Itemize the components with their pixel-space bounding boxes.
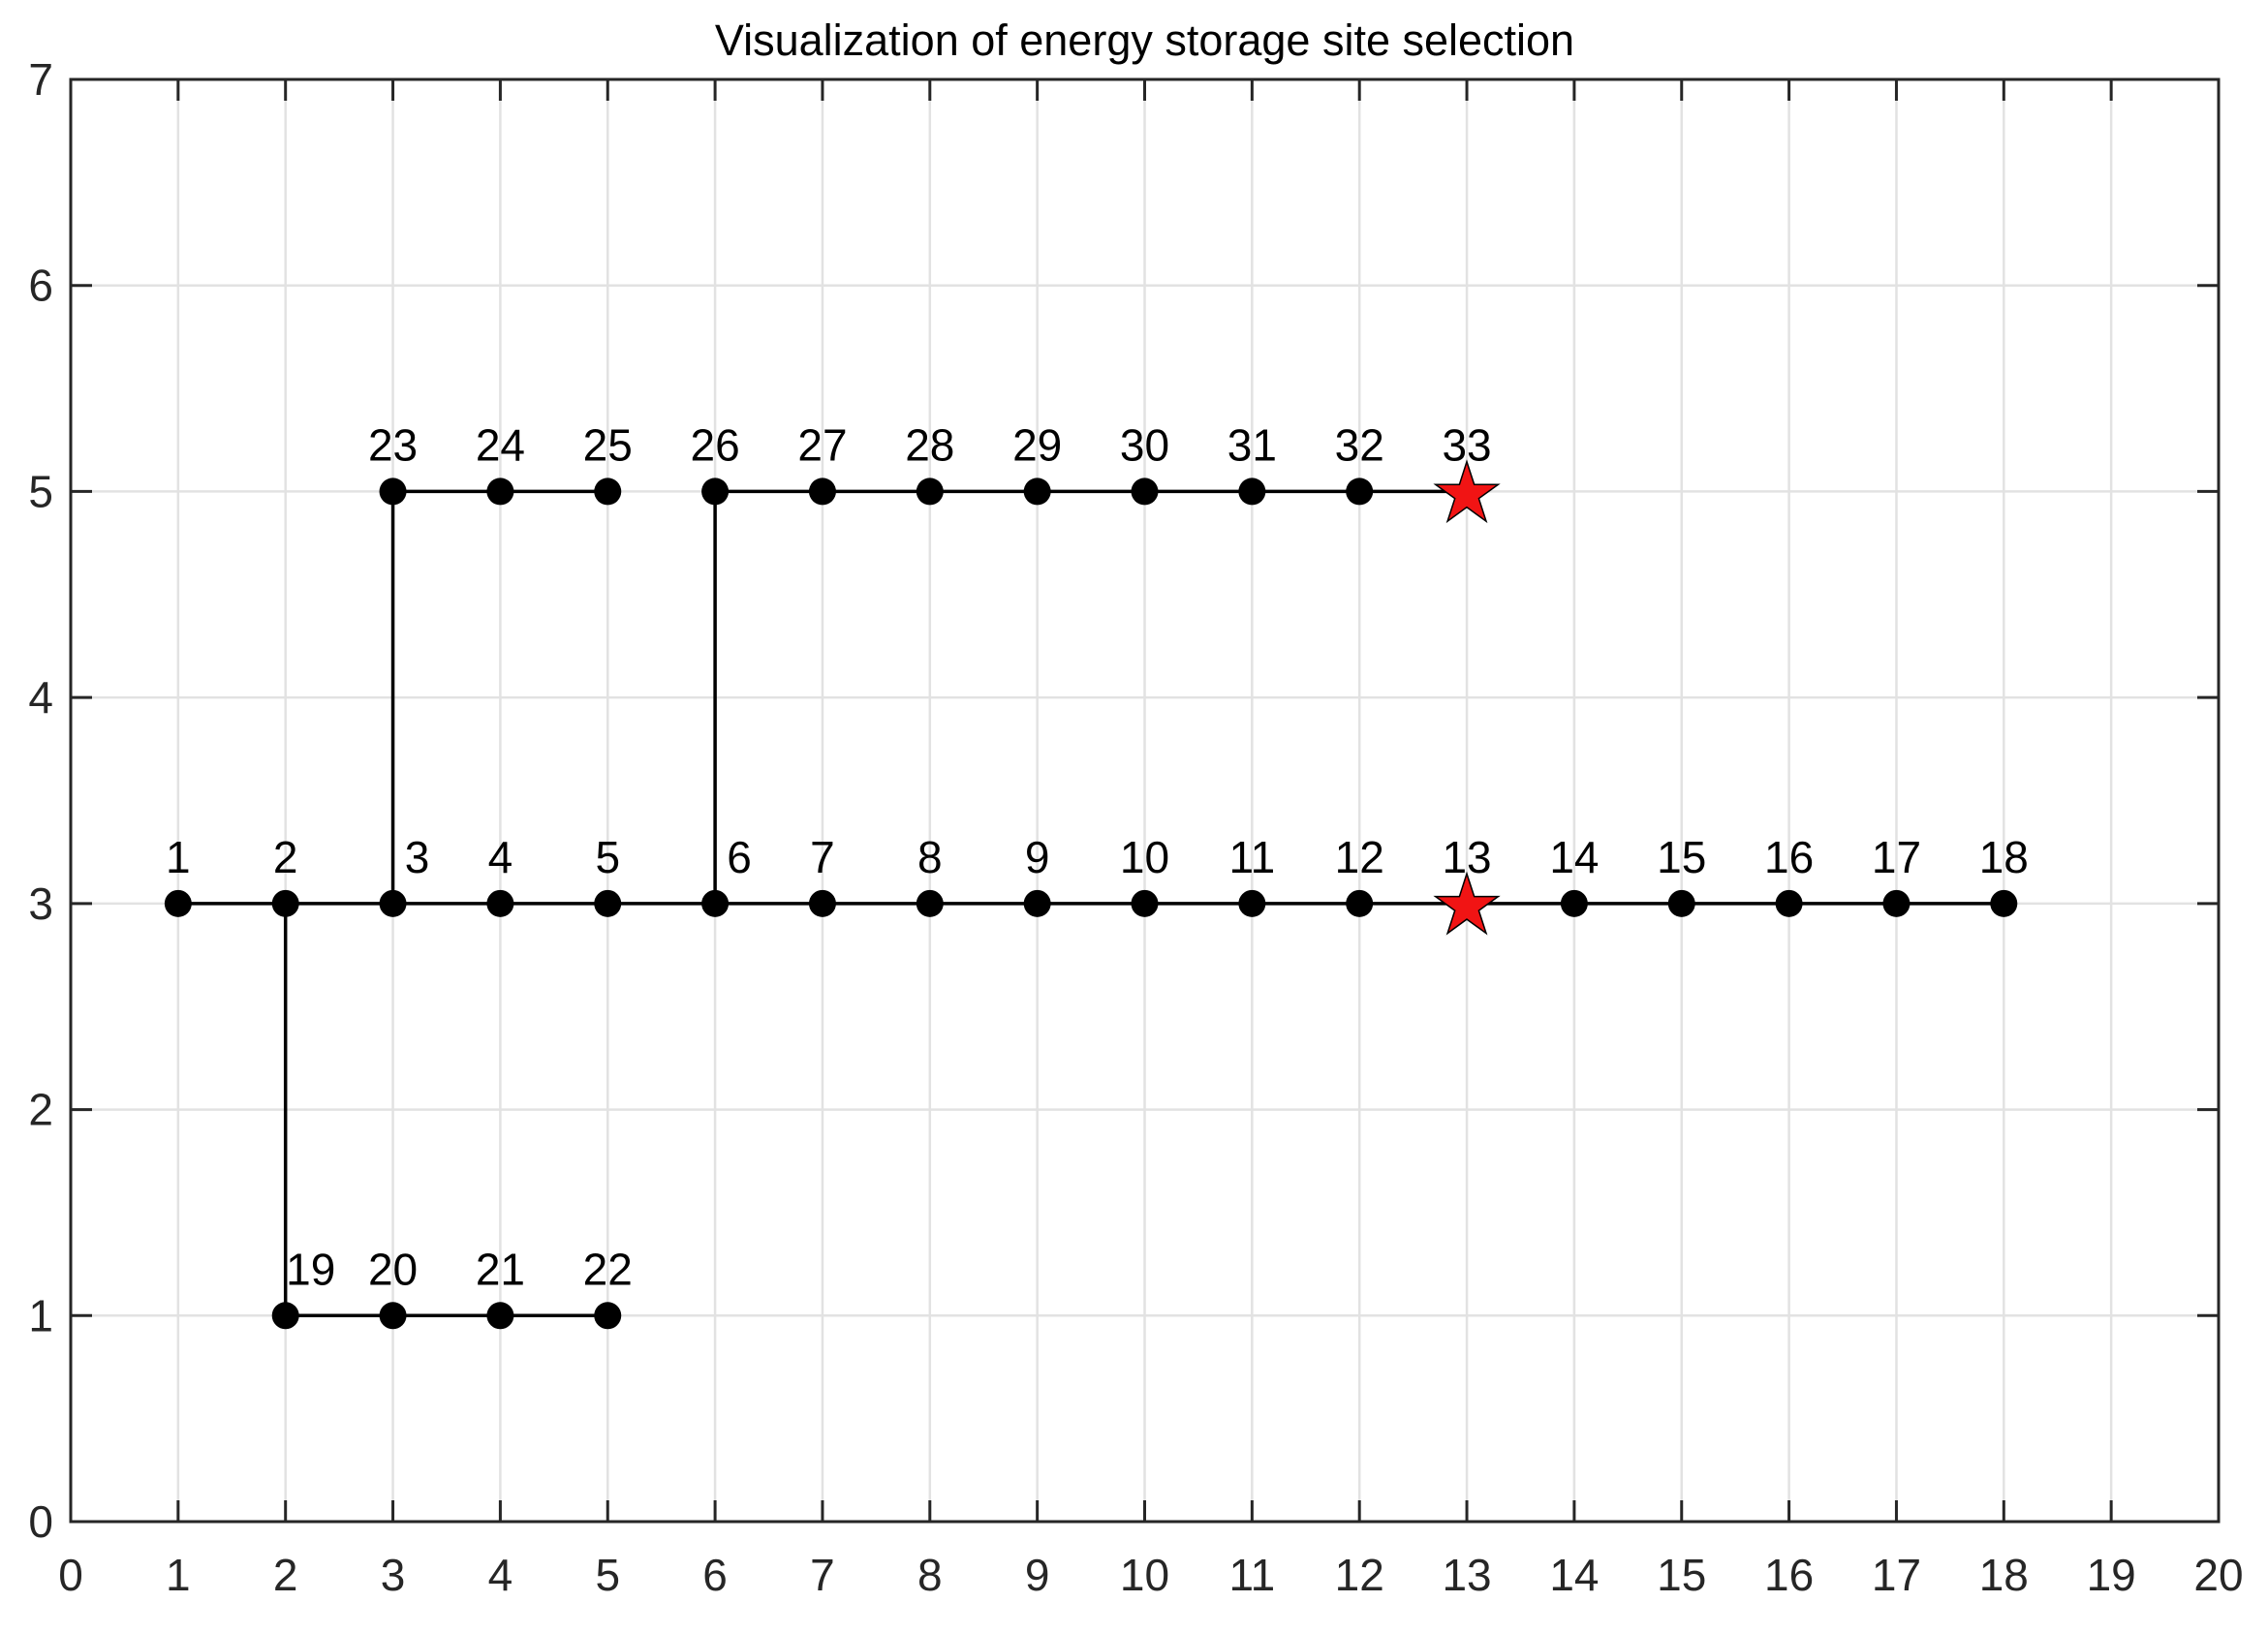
- y-tick-label: 4: [28, 672, 53, 723]
- bus-node-15: [1667, 889, 1695, 917]
- node-label-1: 1: [166, 832, 191, 882]
- node-label-20: 20: [368, 1244, 418, 1294]
- storage-star-node-33: [1433, 459, 1501, 524]
- bus-node-3: [379, 889, 407, 917]
- node-label-13: 13: [1442, 832, 1491, 882]
- x-tick-label: 13: [1442, 1550, 1491, 1600]
- node-label-10: 10: [1120, 832, 1169, 882]
- chart-title: Visualization of energy storage site sel…: [714, 15, 1575, 65]
- bus-node-29: [1023, 478, 1051, 506]
- node-label-5: 5: [595, 832, 620, 882]
- y-tick-label: 5: [28, 466, 53, 516]
- x-tick-label: 9: [1025, 1550, 1050, 1600]
- node-label-16: 16: [1764, 832, 1814, 882]
- bus-node-2: [271, 889, 299, 917]
- x-tick-label: 20: [2193, 1550, 2243, 1600]
- bus-node-11: [1238, 889, 1266, 917]
- x-tick-label: 6: [702, 1550, 728, 1600]
- x-tick-label: 15: [1657, 1550, 1706, 1600]
- bus-node-30: [1131, 478, 1159, 506]
- bus-node-4: [486, 889, 514, 917]
- x-tick-label: 16: [1764, 1550, 1814, 1600]
- node-label-33: 33: [1442, 419, 1491, 470]
- x-tick-label: 2: [273, 1550, 298, 1600]
- x-tick-label: 12: [1335, 1550, 1384, 1600]
- node-label-15: 15: [1657, 832, 1706, 882]
- x-tick-label: 10: [1120, 1550, 1169, 1600]
- node-label-7: 7: [810, 832, 835, 882]
- bus-node-21: [486, 1302, 514, 1330]
- y-tick-label: 3: [28, 878, 53, 929]
- node-label-9: 9: [1025, 832, 1050, 882]
- node-label-11: 11: [1228, 832, 1275, 882]
- node-label-28: 28: [905, 419, 954, 470]
- x-tick-label: 1: [166, 1550, 191, 1600]
- bus-node-31: [1238, 478, 1266, 506]
- bus-node-8: [916, 889, 944, 917]
- bus-node-26: [701, 478, 730, 506]
- bus-node-6: [701, 889, 730, 917]
- bus-node-28: [916, 478, 944, 506]
- bus-node-18: [1990, 889, 2018, 917]
- bus-node-1: [164, 889, 192, 917]
- bus-node-23: [379, 478, 407, 506]
- node-label-21: 21: [476, 1244, 525, 1294]
- x-tick-label: 17: [1872, 1550, 1921, 1600]
- bus-node-20: [379, 1302, 407, 1330]
- bus-node-32: [1346, 478, 1374, 506]
- node-label-29: 29: [1012, 419, 1062, 470]
- node-label-8: 8: [917, 832, 943, 882]
- node-label-24: 24: [476, 419, 525, 470]
- node-label-6: 6: [727, 832, 752, 882]
- y-tick-label: 1: [28, 1290, 53, 1340]
- x-tick-label: 18: [1979, 1550, 2029, 1600]
- x-tick-label: 8: [917, 1550, 943, 1600]
- node-label-19: 19: [286, 1244, 335, 1294]
- storage-star-node-13: [1433, 871, 1501, 936]
- node-label-4: 4: [488, 832, 513, 882]
- bus-node-10: [1131, 889, 1159, 917]
- bus-node-12: [1346, 889, 1374, 917]
- node-label-17: 17: [1872, 832, 1921, 882]
- node-label-12: 12: [1335, 832, 1384, 882]
- node-label-31: 31: [1227, 419, 1277, 470]
- node-label-3: 3: [405, 832, 430, 882]
- bus-node-17: [1882, 889, 1911, 917]
- node-label-27: 27: [797, 419, 847, 470]
- y-tick-label: 0: [28, 1496, 53, 1547]
- x-tick-label: 0: [58, 1550, 83, 1600]
- bus-node-19: [271, 1302, 299, 1330]
- y-tick-label: 6: [28, 261, 53, 311]
- bus-node-25: [594, 478, 622, 506]
- bus-node-16: [1775, 889, 1803, 917]
- x-tick-label: 7: [810, 1550, 835, 1600]
- bus-node-22: [594, 1302, 622, 1330]
- node-label-30: 30: [1120, 419, 1169, 470]
- node-label-18: 18: [1979, 832, 2029, 882]
- node-label-23: 23: [368, 419, 418, 470]
- bus-node-5: [594, 889, 622, 917]
- node-label-25: 25: [583, 419, 633, 470]
- axis-box: [69, 77, 2221, 1524]
- node-label-22: 22: [583, 1244, 633, 1294]
- node-label-2: 2: [273, 832, 298, 882]
- x-tick-label: 3: [381, 1550, 406, 1600]
- y-tick-label: 2: [28, 1085, 53, 1135]
- bus-node-14: [1560, 889, 1588, 917]
- node-label-32: 32: [1335, 419, 1384, 470]
- node-label-26: 26: [691, 419, 740, 470]
- y-tick-label: 7: [28, 54, 53, 105]
- bus-node-24: [486, 478, 514, 506]
- bus-node-27: [808, 478, 836, 506]
- node-label-14: 14: [1549, 832, 1599, 882]
- x-tick-label: 4: [488, 1550, 513, 1600]
- x-tick-label: 19: [2087, 1550, 2136, 1600]
- bus-node-9: [1023, 889, 1051, 917]
- x-tick-label: 5: [595, 1550, 620, 1600]
- bus-node-7: [808, 889, 836, 917]
- x-tick-label: 14: [1549, 1550, 1599, 1600]
- x-tick-label: 11: [1228, 1550, 1275, 1600]
